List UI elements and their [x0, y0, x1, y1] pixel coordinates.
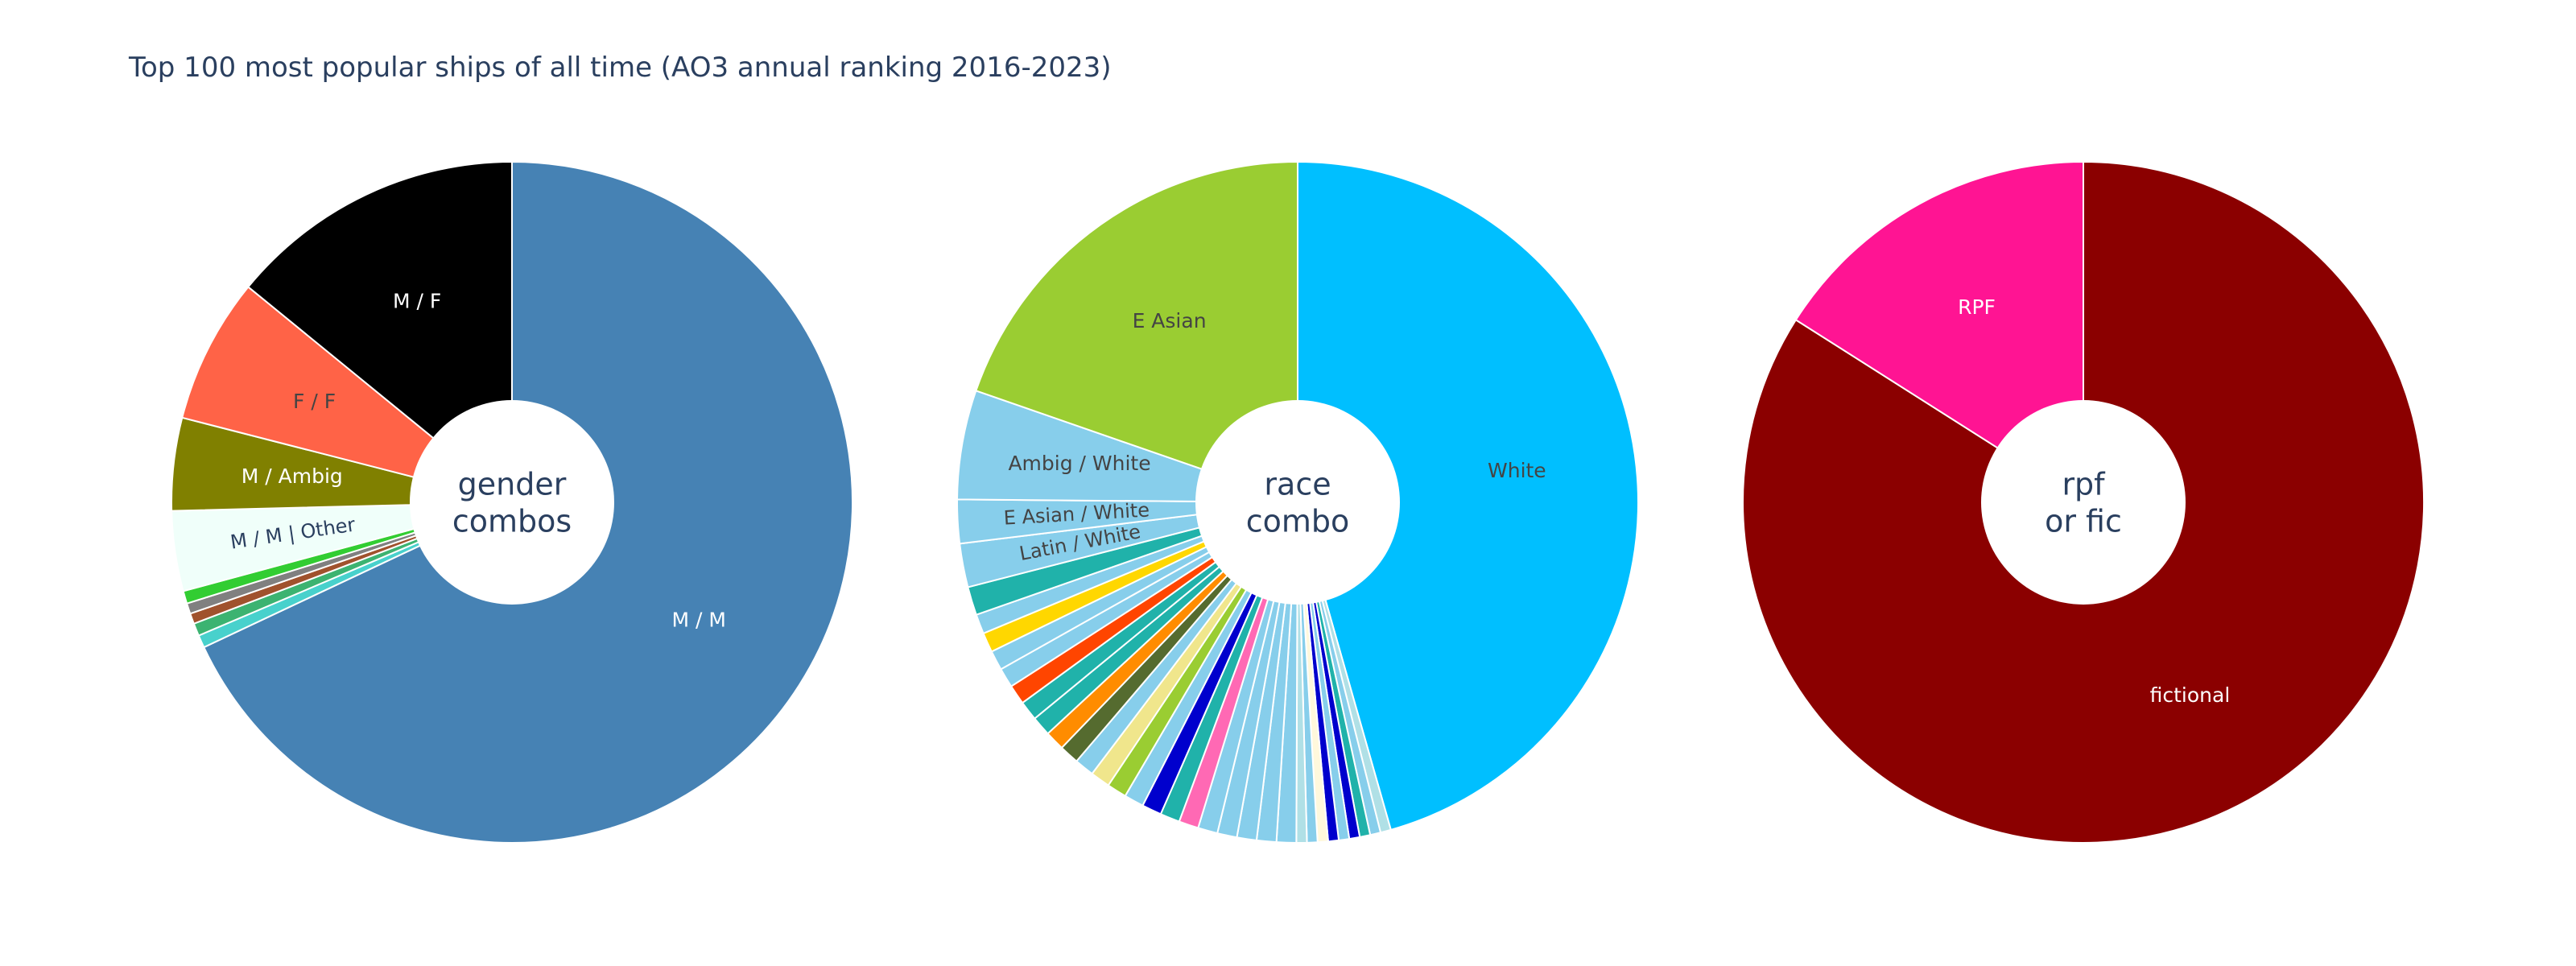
- race-label-ambig-white: Ambig / White: [1008, 452, 1150, 475]
- gender-label-f-f: F / F: [293, 390, 336, 413]
- gender-label-m-f: M / F: [393, 290, 441, 313]
- race-label-e-asian: E Asian: [1133, 309, 1207, 332]
- rpf-label-rpf: RPF: [1958, 295, 1996, 319]
- race-center-text: combo: [1246, 504, 1350, 539]
- gender-label-m-ambig: M / Ambig: [242, 464, 343, 488]
- gender-label-m-m: M / M: [671, 608, 725, 631]
- rpf-hole: [1981, 400, 2186, 605]
- race-slice-e-asian: [975, 160, 1298, 504]
- race-label-white: White: [1488, 459, 1546, 482]
- gender-hole: [410, 400, 614, 605]
- gender-center-text: gender: [458, 467, 567, 502]
- rpf-center-text: rpf: [2062, 467, 2106, 502]
- gender-center-text: combos: [452, 504, 572, 539]
- rpf-slice-rpf: [1794, 160, 2084, 504]
- rpf-center-text: or fic: [2045, 504, 2122, 539]
- race-slice-white: [1297, 160, 1640, 832]
- gender-slice-m-f: [246, 160, 513, 505]
- race-hole: [1195, 400, 1400, 605]
- race-center-text: race: [1264, 467, 1331, 502]
- rpf-label-fictional: fictional: [2150, 683, 2231, 707]
- chart-title: Top 100 most popular ships of all time (…: [129, 52, 1112, 84]
